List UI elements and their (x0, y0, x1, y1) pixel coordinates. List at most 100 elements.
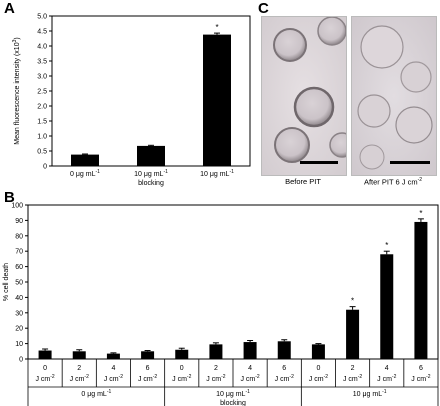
chart-b-dose-unit: J cm-2 (104, 374, 123, 383)
chart-a-ylabel-sup: 3 (12, 39, 18, 42)
chart-b-bar (141, 351, 155, 359)
after-pit-caption-sup: -2 (417, 177, 423, 183)
chart-b-ytick-label: 50 (15, 280, 23, 287)
chart-a-category-sup: -1 (163, 169, 168, 175)
chart-b-dose-unit-text: J cm (35, 376, 50, 383)
chart-b-dose-unit: J cm-2 (138, 374, 157, 383)
chart-b-group-sublabel: blocking (220, 400, 246, 406)
chart-b-dose-unit-sup: -2 (255, 374, 260, 380)
chart-a-ytick-label: 1.5 (37, 119, 47, 126)
chart-b-group-label-sup: -1 (107, 389, 112, 395)
chart-b-dose-label: 2 (214, 365, 218, 372)
after-pit-caption: After PIT 6 J cm-2 (347, 177, 439, 187)
micrograph-after (351, 16, 437, 176)
after-pit-caption-text: After PIT 6 J cm (363, 177, 418, 187)
panel-a-letter: A (4, 0, 15, 17)
chart-a-category-label: 10 μg mL-1 (200, 169, 234, 178)
chart-b-dose-unit-text: J cm (104, 376, 119, 383)
chart-b-ylabel: % cell death (3, 263, 10, 301)
chart-a-ytick-label: 0.5 (37, 149, 47, 156)
chart-a-category-label: 0 μg mL-1 (70, 169, 100, 178)
chart-b-dose-unit: J cm-2 (172, 374, 191, 383)
chart-b-group-label: 0 μg mL-1 (81, 389, 111, 398)
chart-a-ylabel-text: Mean fluorescence intensity (x10 (14, 42, 21, 144)
chart-b-dose-unit: J cm-2 (35, 374, 54, 383)
chart-b-significance: * (385, 241, 388, 250)
chart-a-ytick-label: 3.0 (37, 74, 47, 81)
chart-b-bar (311, 344, 325, 359)
chart-b-dose-unit-sup: -2 (119, 374, 124, 380)
chart-b-ytick-label: 60 (15, 264, 23, 271)
chart-b-dose-label: 4 (385, 365, 389, 372)
chart-a-ytick-label: 4.0 (37, 44, 47, 51)
chart-b-dose-label: 4 (248, 365, 252, 372)
chart-b-bar (243, 342, 257, 359)
chart-b-dose-unit-sup: -2 (289, 374, 294, 380)
chart-a-significance: * (215, 23, 218, 32)
chart-b-ytick-label: 100 (11, 203, 23, 210)
chart-b-dose-unit-text: J cm (343, 376, 358, 383)
chart-b-dose-unit-text: J cm (70, 376, 85, 383)
chart-b-bar (209, 344, 223, 359)
chart-b-group-label-sup: -1 (382, 389, 387, 395)
chart-b-dose-unit: J cm-2 (309, 374, 328, 383)
chart-b-dose-label: 6 (282, 365, 286, 372)
chart-a-bar (203, 34, 231, 166)
chart-a-ytick-label: 3.5 (37, 59, 47, 66)
chart-b-ytick-label: 20 (15, 326, 23, 333)
chart-b-dose-unit-sup: -2 (392, 374, 397, 380)
chart-a-category-sup: -1 (95, 169, 100, 175)
chart-b-dose-unit-sup: -2 (324, 374, 329, 380)
chart-a-category-text: 10 μg mL (134, 171, 163, 178)
chart-a-ylabel-end: ) (14, 37, 21, 39)
chart-b-ytick-label: 30 (15, 310, 23, 317)
chart-b-group-label: 10 μg mL-1 (353, 389, 387, 398)
chart-b-dose-unit-sup: -2 (84, 374, 89, 380)
chart-a-bar (137, 145, 165, 166)
chart-b-significance: * (351, 297, 354, 306)
chart-b-dose-label: 0 (316, 365, 320, 372)
chart-a-ytick-label: 5.0 (37, 14, 47, 21)
chart-b-dose-label: 6 (419, 365, 423, 372)
chart-b-dose-unit-sup: -2 (221, 374, 226, 380)
chart-a-ytick-label: 1.0 (37, 134, 47, 141)
chart-b-dose-label: 4 (111, 365, 115, 372)
chart-b-dose-label: 6 (146, 365, 150, 372)
chart-b-ytick-label: 70 (15, 249, 23, 256)
before-pit-caption: Before PIT (261, 177, 345, 186)
micrograph-before-image (262, 17, 346, 175)
chart-a-ytick-label: 0 (43, 164, 47, 171)
chart-b-bar (38, 350, 52, 359)
panel-c-letter: C (258, 0, 269, 17)
chart-b-group-label-text: 10 μg mL (216, 391, 245, 398)
chart-b-ytick-label: 90 (15, 218, 23, 225)
chart-b-significance: * (419, 209, 422, 218)
chart-a-category-text: 10 μg mL (200, 171, 229, 178)
micrograph-after-image (352, 17, 436, 175)
before-pit-caption-text: Before PIT (285, 177, 321, 186)
chart-a-ylabel: Mean fluorescence intensity (x103) (12, 37, 21, 144)
chart-b-dose-unit: J cm-2 (240, 374, 259, 383)
chart-b-ytick-label: 40 (15, 295, 23, 302)
chart-a-category-text: 0 μg mL (70, 171, 96, 178)
chart-a-ytick-label: 2.0 (37, 104, 47, 111)
chart-b-group-label-sup: -1 (245, 389, 250, 395)
chart-b-bar (414, 221, 428, 359)
chart-b-bar (346, 309, 360, 359)
chart-b-dose-unit-text: J cm (275, 376, 290, 383)
micrograph-before (261, 16, 347, 176)
chart-b-dose-unit-sup: -2 (426, 374, 431, 380)
chart-b-frame (27, 204, 439, 360)
chart-a-bar (71, 154, 99, 166)
chart-b-ytick-label: 10 (15, 341, 23, 348)
chart-b-ytick-label: 80 (15, 233, 23, 240)
chart-b-dose-unit: J cm-2 (275, 374, 294, 383)
chart-b-dose-unit-text: J cm (377, 376, 392, 383)
chart-b-dose-unit: J cm-2 (343, 374, 362, 383)
chart-b-dose-unit: J cm-2 (70, 374, 89, 383)
chart-a-ytick-label: 4.5 (37, 29, 47, 36)
chart-b-bar (277, 341, 291, 359)
chart-b-dose-unit-text: J cm (206, 376, 221, 383)
